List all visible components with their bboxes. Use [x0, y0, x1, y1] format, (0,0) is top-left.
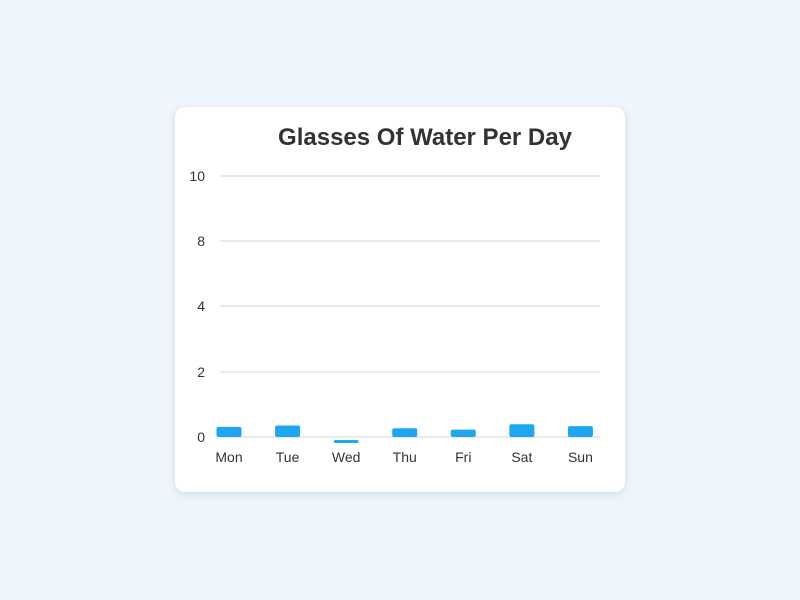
x-tick-label: Wed [332, 449, 361, 465]
bar-chart: 10 8 4 2 0 Mon Tue Wed Thu Fri Sat Sun [189, 168, 600, 465]
bar-tue[interactable] [275, 425, 301, 437]
bar-thu[interactable] [392, 428, 418, 437]
x-tick-label: Tue [276, 449, 300, 465]
bar-sat[interactable] [509, 424, 535, 437]
chart-card: Glasses Of Water Per Day 10 8 4 2 0 Mon Tue Wed… [175, 107, 625, 492]
bar-mon[interactable] [216, 426, 242, 437]
bar-fri[interactable] [450, 429, 476, 437]
bar-wed[interactable] [333, 440, 359, 443]
chart-title: Glasses Of Water Per Day [278, 124, 572, 151]
y-tick-label: 0 [197, 429, 205, 445]
x-tick-label: Sat [511, 449, 532, 465]
y-tick-label: 4 [197, 298, 205, 314]
x-tick-label: Fri [455, 449, 471, 465]
bar-sun[interactable] [567, 426, 593, 437]
y-tick-label: 8 [197, 233, 205, 249]
x-tick-label: Sun [568, 449, 593, 465]
x-tick-label: Mon [215, 449, 242, 465]
y-tick-label: 2 [197, 364, 205, 380]
x-tick-label: Thu [393, 449, 417, 465]
y-tick-label: 10 [189, 168, 205, 184]
